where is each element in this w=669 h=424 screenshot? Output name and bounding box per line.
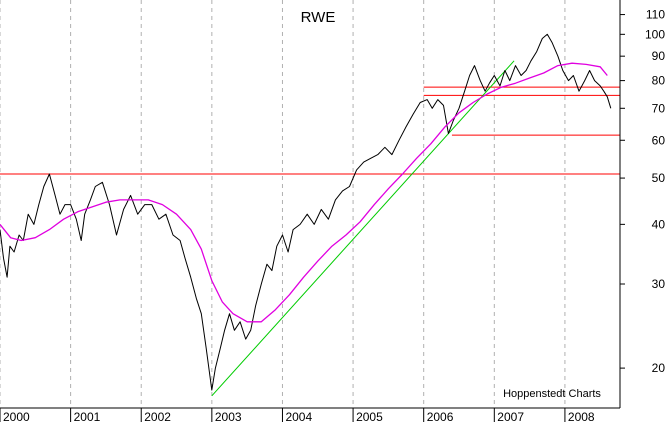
x-tick-label: 2000 bbox=[3, 410, 30, 424]
support-resistance-lines bbox=[0, 86, 620, 175]
x-tick-label: 2001 bbox=[74, 410, 101, 424]
trendlines bbox=[211, 60, 515, 397]
series-group bbox=[0, 33, 612, 391]
chart-title: RWE bbox=[301, 9, 336, 26]
x-tick-label: 2004 bbox=[285, 410, 312, 424]
price-line bbox=[0, 33, 612, 391]
trendline bbox=[211, 60, 515, 397]
x-tick-label: 2003 bbox=[215, 410, 242, 424]
y-tick-label: 30 bbox=[652, 277, 666, 291]
x-tick-label: 2002 bbox=[144, 410, 171, 424]
x-tick-label: 2008 bbox=[568, 410, 595, 424]
y-tick-label: 100 bbox=[645, 27, 665, 41]
y-tick-label: 40 bbox=[652, 217, 666, 231]
y-tick-label: 20 bbox=[652, 361, 666, 375]
x-tick-label: 2005 bbox=[356, 410, 383, 424]
y-tick-label: 60 bbox=[652, 133, 666, 147]
y-tick-label: 70 bbox=[652, 101, 666, 115]
y-tick-label: 50 bbox=[652, 171, 666, 185]
year-grid bbox=[0, 0, 566, 408]
x-tick-label: 2006 bbox=[427, 410, 454, 424]
chart-credit: Hoppenstedt Charts bbox=[503, 388, 601, 400]
y-tick-label: 80 bbox=[652, 74, 666, 88]
moving-average-line bbox=[0, 62, 608, 323]
x-tick-label: 2007 bbox=[497, 410, 524, 424]
y-tick-label: 90 bbox=[652, 49, 666, 63]
y-tick-label: 110 bbox=[646, 8, 665, 22]
